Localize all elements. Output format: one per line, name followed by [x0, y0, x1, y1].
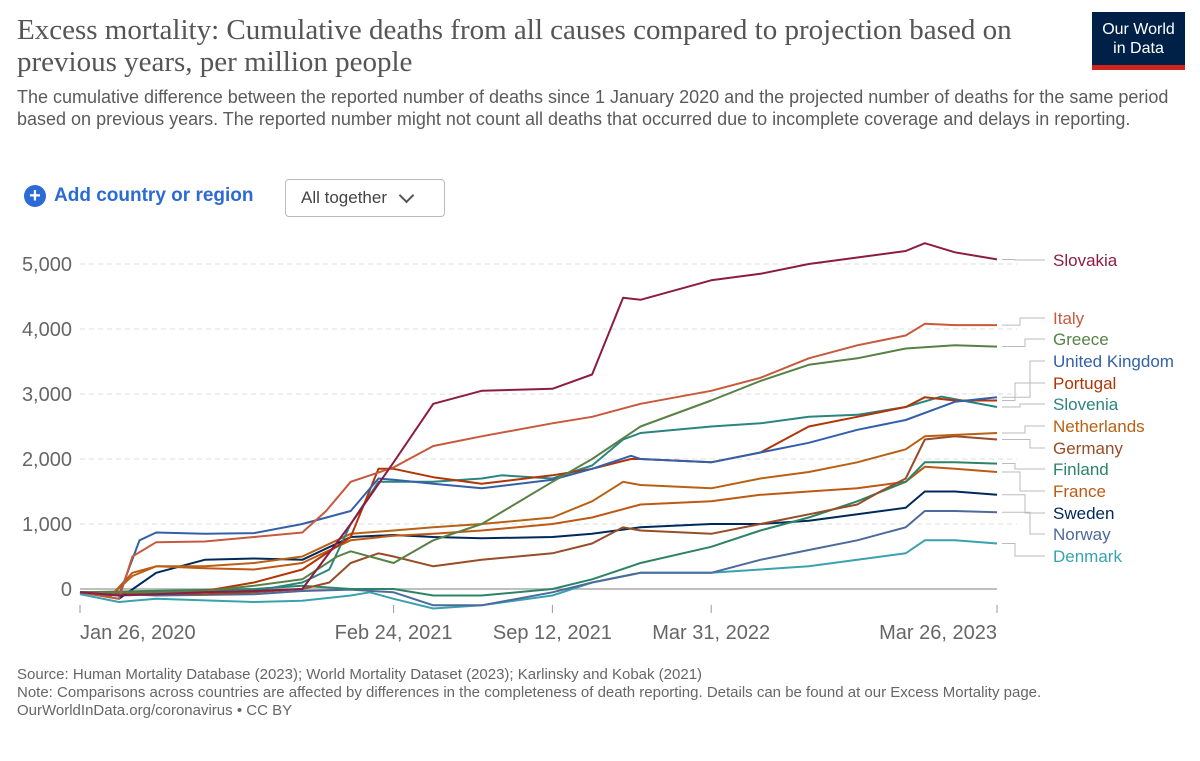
- series-label: Italy: [1053, 309, 1085, 328]
- label-connector: [1002, 463, 1045, 470]
- owid-logo[interactable]: Our World in Data: [1092, 12, 1185, 70]
- y-tick-label: 5,000: [22, 254, 72, 276]
- series-line-france: [79, 465, 998, 597]
- label-connector: [1002, 543, 1045, 557]
- series-label: Sweden: [1053, 504, 1114, 523]
- facet-select[interactable]: All together: [285, 179, 445, 217]
- plus-circle-icon: +: [24, 185, 46, 207]
- series-label: Slovenia: [1053, 395, 1119, 414]
- label-connector: [1002, 382, 1045, 401]
- y-tick-label: 2,000: [22, 449, 72, 471]
- series-line-sweden: [79, 490, 998, 600]
- x-tick-label: Mar 26, 2023: [879, 622, 997, 644]
- series-line-finland: [79, 461, 998, 597]
- logo-line-2: in Data: [1113, 40, 1164, 57]
- facet-select-value: All together: [301, 188, 387, 207]
- logo-bar: [1092, 65, 1185, 70]
- series-label: Germany: [1053, 439, 1123, 458]
- label-connector: [1002, 494, 1045, 514]
- label-connector: [1002, 360, 1045, 398]
- series-label: Greece: [1053, 330, 1109, 349]
- y-tick-label: 0: [61, 579, 72, 601]
- series-label: Norway: [1053, 525, 1111, 544]
- series-label: Portugal: [1053, 374, 1116, 393]
- label-connector: [1002, 403, 1045, 408]
- series-label: France: [1053, 482, 1106, 501]
- label-connector: [1002, 511, 1045, 535]
- series-line-united-kingdom: [79, 396, 998, 597]
- footer: Source: Human Mortality Database (2023);…: [17, 666, 1187, 720]
- label-connector: [1002, 471, 1045, 492]
- series-line-italy: [79, 322, 997, 600]
- y-tick-label: 1,000: [22, 514, 72, 536]
- label-connector: [1002, 425, 1045, 434]
- add-country-label: Add country or region: [54, 185, 254, 206]
- chart-title: Excess mortality: Cumulative deaths from…: [17, 14, 1012, 78]
- label-connector: [1002, 338, 1045, 348]
- series-label: United Kingdom: [1053, 352, 1174, 371]
- series-label: Finland: [1053, 460, 1109, 479]
- series-line-greece: [80, 344, 998, 594]
- series-line-slovenia: [80, 395, 998, 594]
- label-connector: [1002, 258, 1045, 261]
- y-tick-label: 4,000: [22, 319, 72, 341]
- add-country-button[interactable]: + Add country or region: [24, 185, 254, 207]
- logo-line-1: Our World: [1102, 21, 1175, 38]
- x-tick-label: Jan 26, 2020: [80, 622, 196, 644]
- series-label: Netherlands: [1053, 417, 1145, 436]
- series-line-denmark: [79, 539, 998, 610]
- chart-subtitle: The cumulative difference between the re…: [17, 87, 1169, 129]
- x-tick-label: Feb 24, 2021: [335, 622, 453, 644]
- label-connector: [1002, 317, 1045, 326]
- series-line-netherlands: [79, 432, 998, 597]
- note-text: Note: Comparisons across countries are a…: [17, 684, 1042, 701]
- series-line-norway: [79, 510, 998, 607]
- series-line-slovakia: [79, 242, 998, 597]
- x-tick-label: Sep 12, 2021: [493, 622, 612, 644]
- label-connector: [1002, 439, 1045, 449]
- source-text: Source: Human Mortality Database (2023);…: [17, 666, 703, 683]
- url-license[interactable]: OurWorldInData.org/coronavirus • CC BY: [17, 702, 293, 719]
- series-line-germany: [79, 435, 998, 596]
- series-line-portugal: [80, 396, 997, 594]
- series-label: Slovakia: [1053, 251, 1118, 270]
- series-label: Denmark: [1053, 547, 1122, 566]
- x-tick-label: Mar 31, 2022: [652, 622, 770, 644]
- y-tick-label: 3,000: [22, 384, 72, 406]
